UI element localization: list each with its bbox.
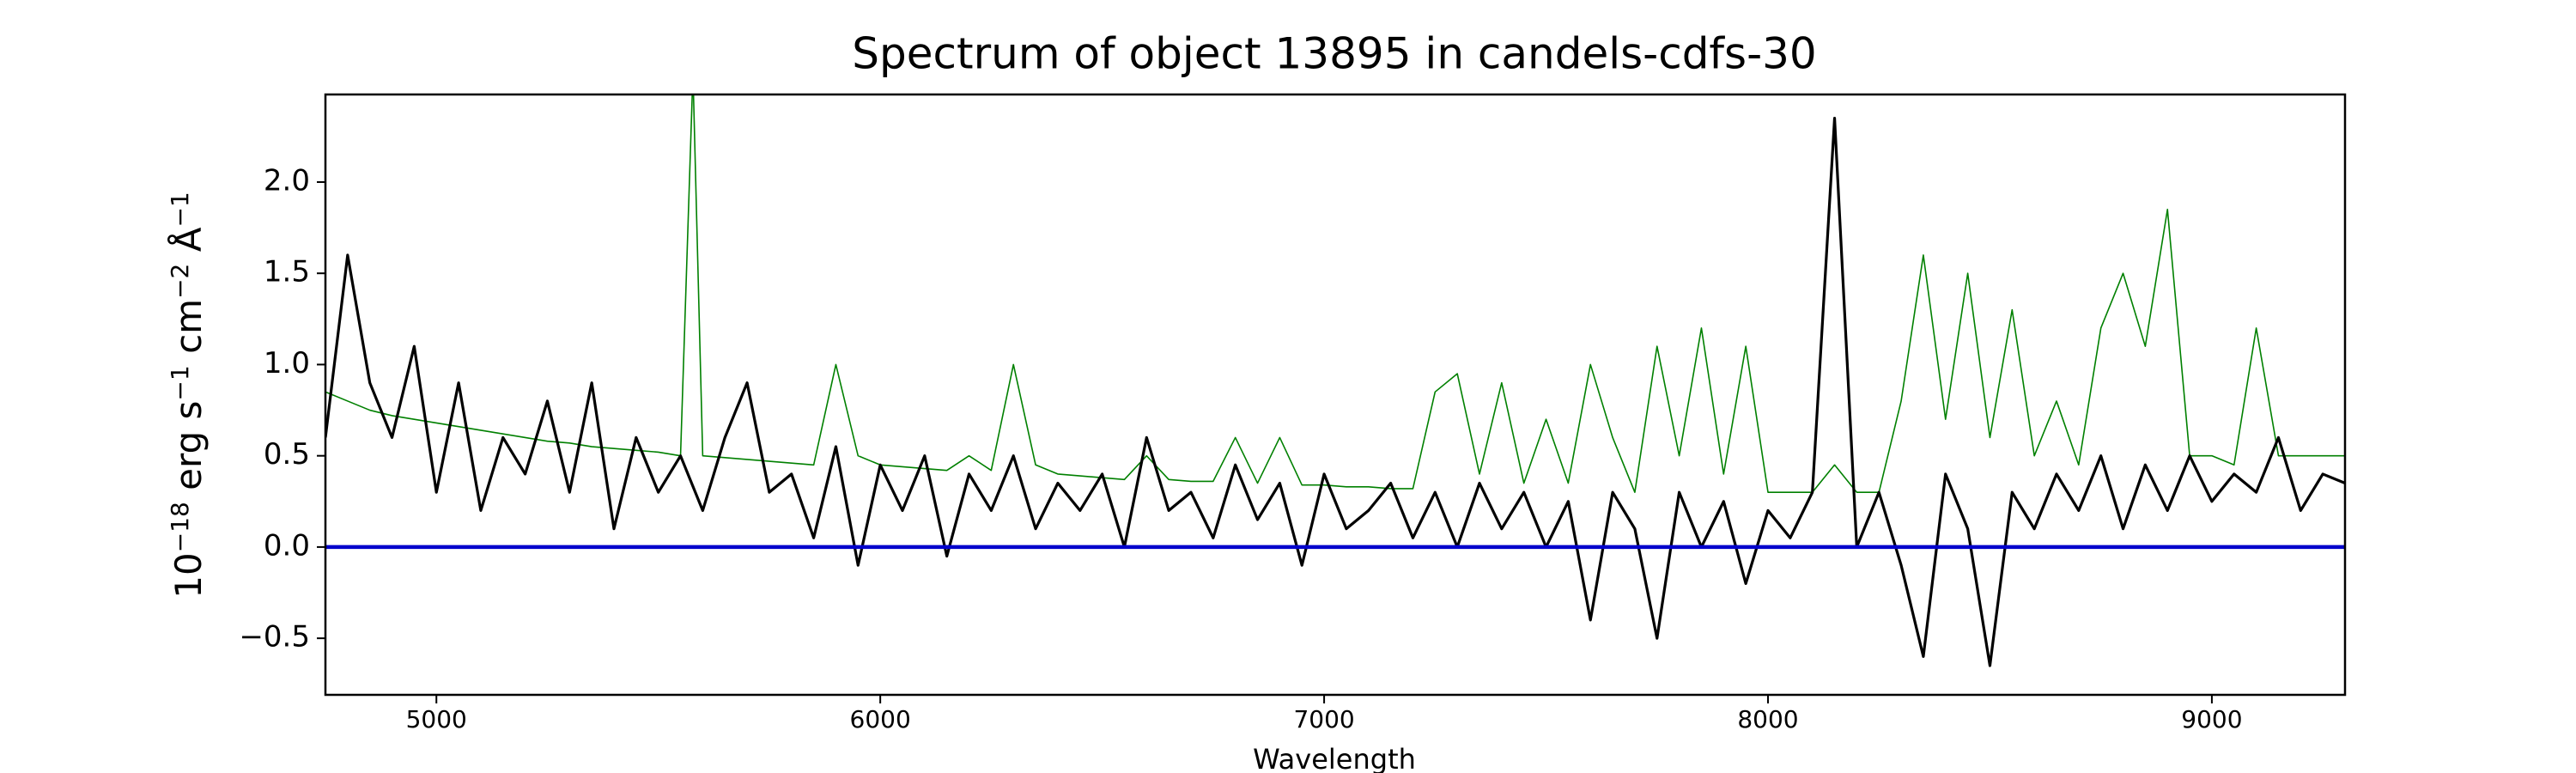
y-tick-label: 1.5	[264, 255, 310, 289]
plot-area	[325, 94, 2345, 667]
x-tick-label: 9000	[2181, 705, 2242, 733]
y-tick-label: 0.5	[264, 437, 310, 472]
x-tick-label: 6000	[850, 705, 911, 733]
x-tick-label: 7000	[1293, 705, 1354, 733]
y-label-exponent: −1	[166, 365, 194, 400]
spectrum-line	[325, 117, 2345, 667]
y-label-text: erg s	[167, 401, 210, 502]
y-label-text: Å	[167, 227, 210, 263]
y-label-exponent: −1	[166, 192, 194, 227]
y-label-exponent: −2	[166, 264, 194, 299]
x-tick-label: 8000	[1737, 705, 1798, 733]
spectrum-line	[325, 94, 2345, 493]
y-label-text: cm	[167, 299, 210, 365]
y-tick-label: −0.5	[239, 620, 310, 654]
y-tick-label: 1.0	[264, 346, 310, 380]
chart-title: Spectrum of object 13895 in candels-cdfs…	[852, 29, 1817, 79]
y-axis-label: 10−18 erg s−1 cm−2 Å−1	[166, 192, 210, 598]
y-tick-label: 2.0	[264, 163, 310, 198]
y-label-text: 10	[167, 552, 210, 598]
y-label-exponent: −18	[166, 502, 194, 552]
axes-frame	[324, 93, 2347, 697]
x-axis-label: Wavelength	[1253, 743, 1416, 773]
y-tick-label: 0.0	[264, 528, 310, 563]
x-tick-label: 5000	[406, 705, 467, 733]
